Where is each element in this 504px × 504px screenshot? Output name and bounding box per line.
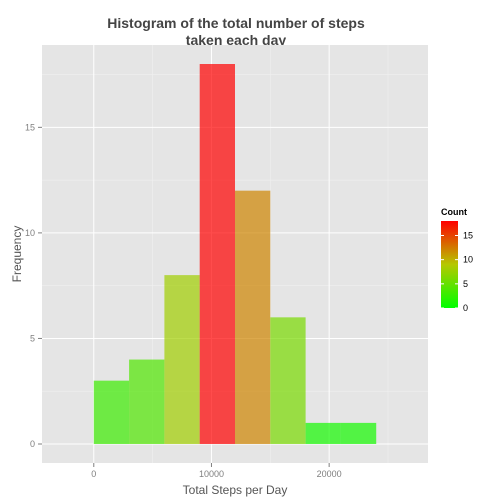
legend-colorbar [441, 221, 458, 308]
legend-tick-label: 10 [463, 255, 473, 265]
histogram-bar [164, 275, 200, 444]
chart-title-line-2: taken each day [186, 32, 287, 48]
y-tick-label: 5 [30, 333, 35, 343]
histogram-bar [129, 359, 165, 444]
histogram-bar [93, 380, 130, 444]
x-tick-label: 10000 [199, 469, 224, 479]
legend-tick-label: 15 [463, 231, 473, 241]
histogram-bar [305, 422, 341, 444]
color-legend: Count 0 5 10 15 [441, 207, 473, 313]
histogram-bar [270, 317, 306, 444]
y-axis-ticks: 0 5 10 15 [25, 122, 42, 449]
legend-tick-label: 5 [463, 279, 468, 289]
histogram-bar [340, 422, 377, 444]
x-axis-title: Total Steps per Day [183, 483, 288, 497]
chart-title-line-1: Histogram of the total number of steps [107, 15, 365, 31]
legend-ticks: 0 5 10 15 [441, 231, 473, 313]
y-axis-title: Frequency [10, 226, 24, 283]
y-tick-label: 10 [25, 228, 35, 238]
legend-title: Count [441, 207, 467, 217]
y-tick-label: 15 [25, 122, 35, 132]
histogram-bars [93, 64, 377, 444]
legend-tick-label: 0 [463, 303, 468, 313]
x-axis-ticks: 0 10000 20000 [91, 463, 342, 479]
y-tick-label: 0 [30, 439, 35, 449]
chart-title: Histogram of the total number of steps t… [107, 15, 365, 48]
x-tick-label: 0 [91, 469, 96, 479]
histogram-bar [199, 64, 235, 444]
histogram-bar [235, 190, 271, 444]
x-tick-label: 20000 [317, 469, 342, 479]
